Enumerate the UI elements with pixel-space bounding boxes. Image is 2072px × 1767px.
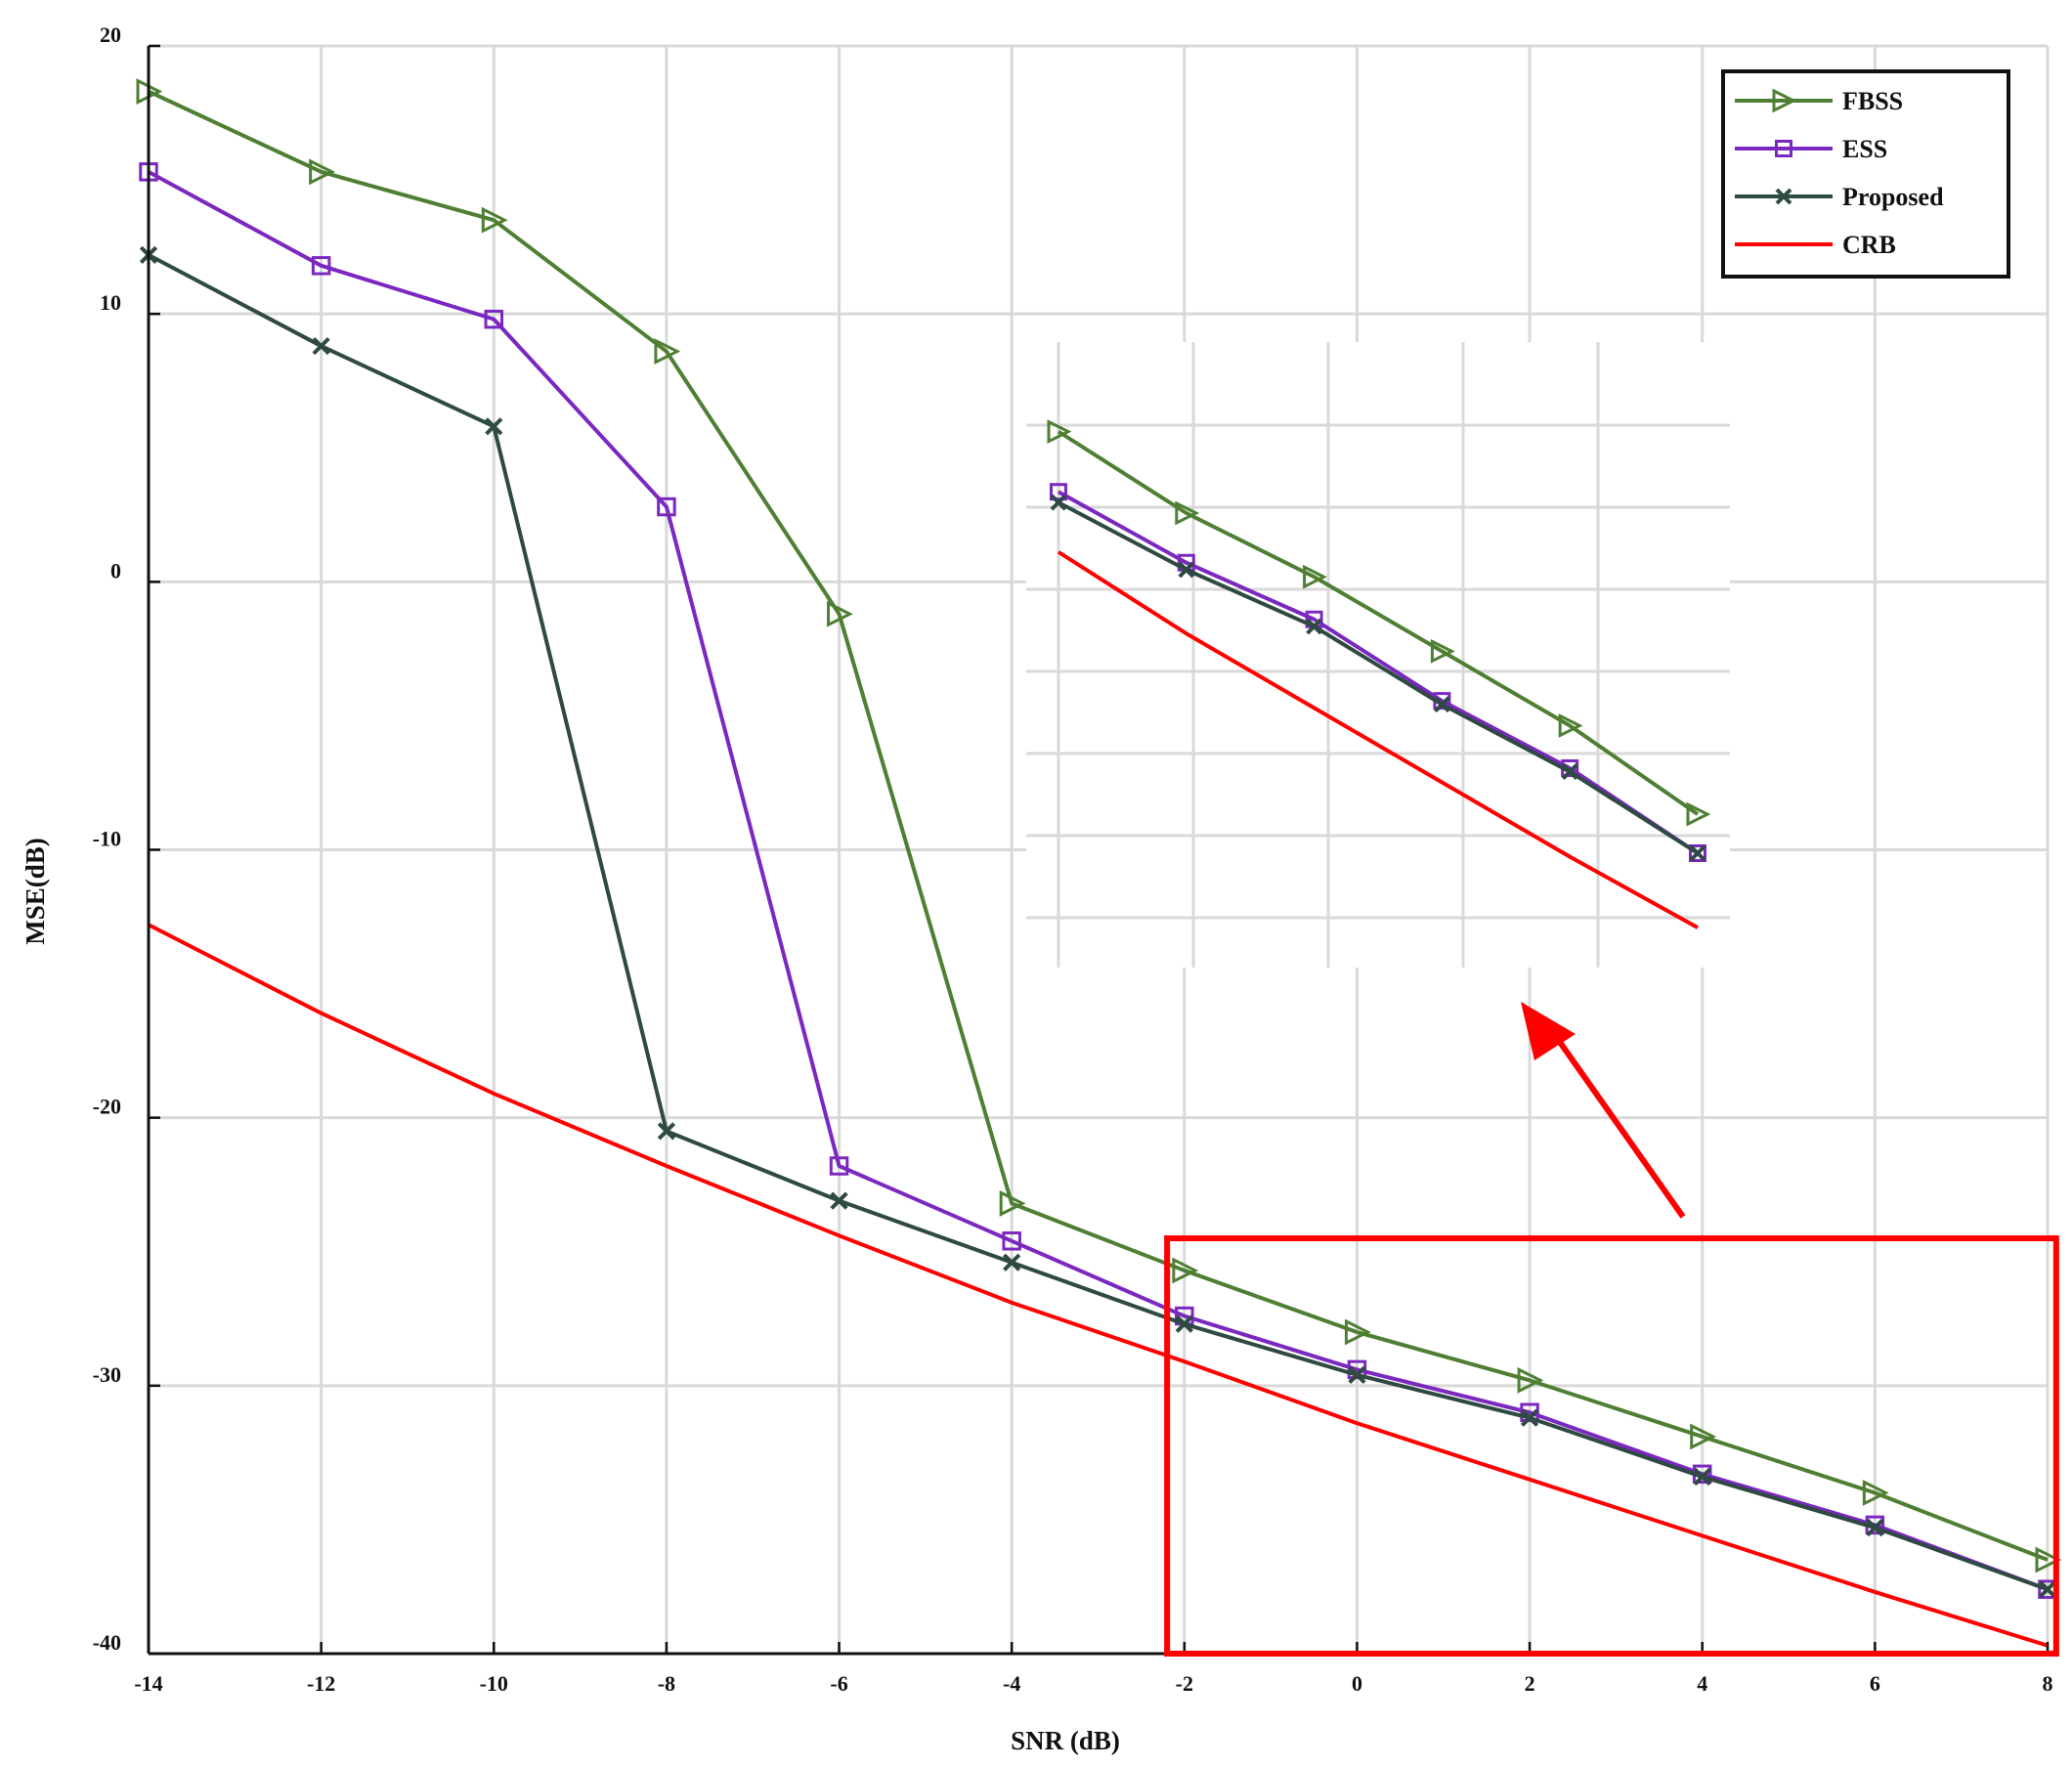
data-point [1690, 1423, 1717, 1450]
x-tick-label: -12 [307, 1671, 335, 1696]
inset-data-point [1430, 638, 1455, 664]
legend-label: FBSS [1842, 87, 1903, 115]
data-point [1344, 1318, 1371, 1346]
y-tick-label: -30 [93, 1362, 121, 1387]
data-point [1520, 1408, 1539, 1427]
data-point [830, 1191, 848, 1210]
data-point [484, 309, 504, 329]
legend: FBSS ESS Proposed CRB [1721, 69, 2010, 279]
data-point [1517, 1366, 1544, 1394]
inset-series-line [1057, 550, 1699, 929]
series-line [148, 170, 2049, 1592]
y-axis-label: MSE(dB) [21, 838, 50, 945]
data-point [1693, 1467, 1711, 1487]
inset-data-point [1561, 763, 1578, 781]
inset-series-line [1057, 429, 1700, 816]
data-point [312, 336, 330, 356]
inset-data-point [1433, 696, 1450, 713]
inset-series-crb [1057, 550, 1699, 929]
data-point [1866, 1519, 1884, 1537]
data-point [481, 206, 508, 234]
data-point [2035, 1546, 2062, 1573]
x-tick-label: -4 [1003, 1671, 1020, 1696]
data-point [1175, 1314, 1193, 1333]
legend-label: ESS [1842, 135, 1887, 163]
data-point [1003, 1253, 1021, 1271]
annotations [1164, 1002, 2059, 1657]
x-tick-label: 4 [1697, 1671, 1707, 1696]
x-tick-label: -10 [480, 1671, 508, 1696]
y-tick-label: -40 [93, 1630, 121, 1655]
data-point [1172, 1257, 1199, 1284]
x-tick-label: 8 [2043, 1671, 2053, 1696]
series-proposed [139, 245, 2057, 1599]
x-tick-label: 2 [1525, 1671, 1535, 1696]
x-tick-label: 6 [1870, 1671, 1880, 1696]
y-tick-label: 10 [100, 290, 121, 315]
series-fbss [136, 78, 2062, 1573]
x-tick-label: -6 [830, 1671, 847, 1696]
series-line [148, 253, 2049, 1592]
data-point [829, 1156, 849, 1176]
data-point [654, 338, 681, 365]
x-tick-label: -2 [1176, 1671, 1193, 1696]
y-tick-label: 0 [110, 558, 121, 582]
data-point [2038, 1580, 2057, 1599]
inset-series-line [1058, 500, 1700, 855]
legend-entry-crb: CRB [1735, 231, 1896, 259]
x-tick-label: -14 [134, 1671, 162, 1696]
x-tick-label: 0 [1352, 1671, 1362, 1696]
zoom-arrow [1549, 1029, 1686, 1219]
inset-data-point [1689, 844, 1706, 862]
inset-data-point [1558, 713, 1583, 738]
highlight-box [1164, 1235, 2059, 1657]
data-point [309, 158, 335, 186]
x-tick-label: -8 [658, 1671, 675, 1696]
legend-label: CRB [1842, 231, 1896, 259]
y-tick-label: -10 [93, 827, 121, 851]
inset-series-proposed [1050, 494, 1706, 862]
inset-data-point [1306, 618, 1323, 635]
legend-marker [1775, 140, 1792, 157]
inset-data-point [1178, 561, 1195, 579]
plot-series [136, 78, 2062, 1648]
data-point [1348, 1365, 1366, 1384]
inset-data-point [1175, 500, 1200, 526]
inset-data-point [1047, 419, 1072, 445]
series-line [148, 923, 2049, 1648]
inset-data-point [1050, 483, 1067, 501]
legend-marker [1775, 188, 1792, 205]
legend-entry-ess: ESS [1735, 135, 1887, 163]
legend-marker [1772, 88, 1797, 113]
inset-data-point [1686, 801, 1711, 827]
series-line [148, 89, 2049, 1562]
data-point [827, 600, 853, 627]
grid-lines [147, 44, 2050, 1656]
y-tick-label: -20 [93, 1095, 121, 1119]
x-axis-label: SNR (dB) [1011, 1726, 1120, 1755]
inset-series-line [1058, 490, 1700, 855]
data-point [485, 417, 503, 436]
data-point [1862, 1480, 1889, 1506]
data-point [657, 1122, 676, 1141]
y-tick-label: 20 [100, 22, 121, 47]
inset-series-fbss [1047, 419, 1711, 827]
inset-data-point [1689, 844, 1706, 862]
data-point [999, 1189, 1026, 1217]
series-crb [148, 923, 2049, 1648]
data-point [1002, 1231, 1021, 1251]
inset-data-point [1050, 494, 1067, 511]
legend-entry-fbss: FBSS [1735, 87, 1903, 115]
zoom-arrow-head [1521, 1002, 1576, 1060]
zoom-inset [1026, 342, 1730, 968]
inset-background [1026, 342, 1730, 968]
inset-data-point [1303, 564, 1327, 589]
legend-entry-proposed: Proposed [1735, 183, 1944, 211]
legend-label: Proposed [1842, 183, 1944, 211]
data-point [311, 256, 331, 276]
data-point [657, 496, 676, 517]
